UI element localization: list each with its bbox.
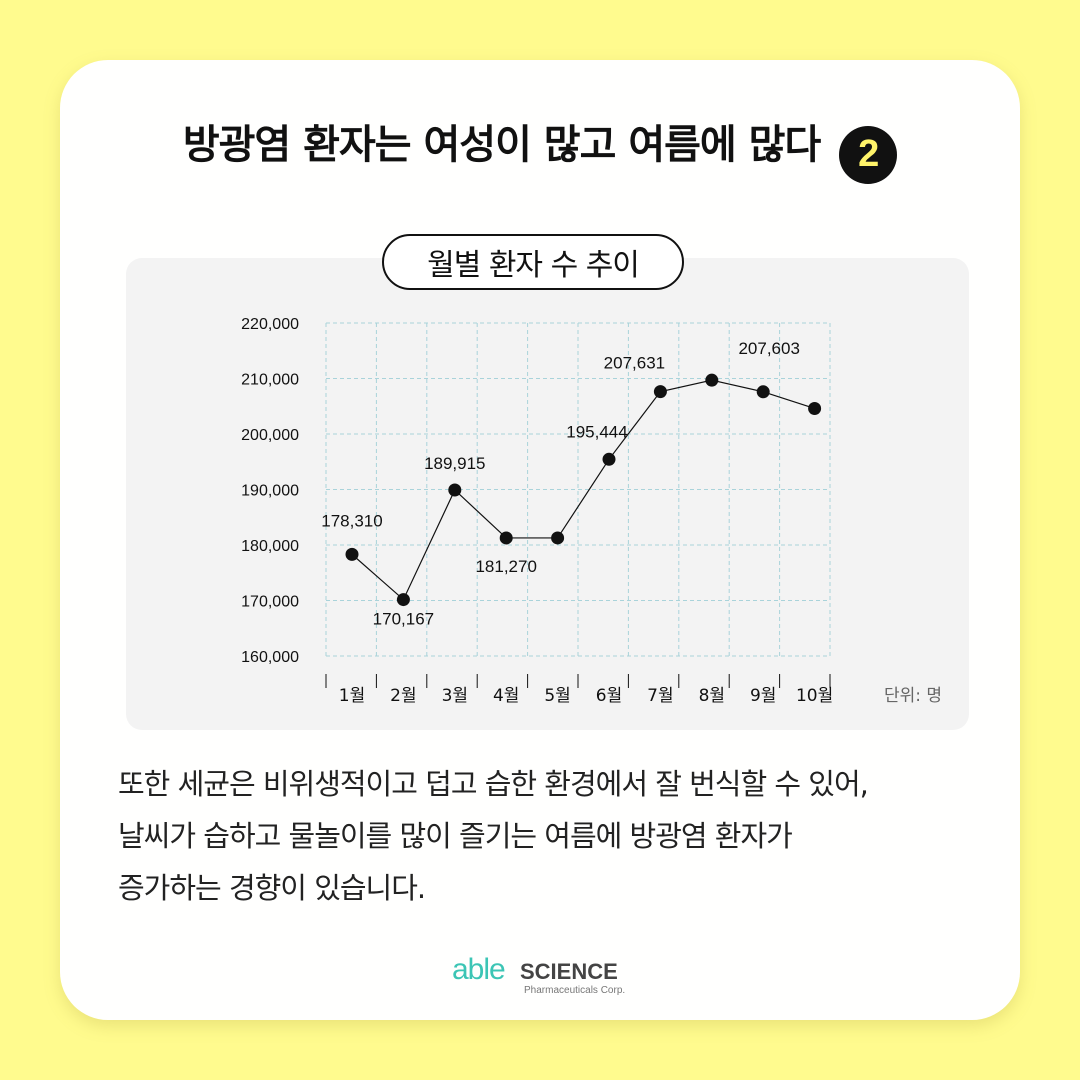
data-label: 207,631	[604, 354, 665, 373]
data-point	[705, 373, 719, 387]
data-point	[602, 452, 616, 466]
data-point	[345, 547, 359, 561]
data-point	[448, 483, 462, 497]
data-label: 207,603	[738, 339, 799, 358]
y-tick-label: 180,000	[241, 538, 299, 555]
x-tick-label: 3월	[442, 686, 468, 706]
page-title: 방광염 환자는 여성이 많고 여름에 많다 2	[0, 112, 1080, 184]
data-label: 195,444	[566, 422, 627, 441]
body-line: 날씨가 습하고 물놀이를 많이 즐기는 여름에 방광염 환자가	[118, 819, 793, 853]
y-tick-label: 160,000	[241, 649, 299, 666]
x-tick-label: 5월	[544, 686, 570, 706]
y-tick-label: 190,000	[241, 483, 299, 500]
x-tick-label: 7월	[647, 686, 673, 706]
brand-logo: able SCIENCE Pharmaceuticals Corp.	[452, 955, 652, 1000]
x-tick-label: 9월	[750, 686, 776, 706]
x-tick-label: 4월	[493, 686, 519, 706]
data-point	[499, 531, 513, 545]
x-tick-label: 10월	[796, 686, 833, 706]
series-line	[351, 379, 815, 601]
logo-science: SCIENCE	[520, 959, 618, 984]
body-text: 또한 세균은 비위생적이고 덥고 습한 환경에서 잘 번식할 수 있어, 날씨가…	[118, 758, 998, 914]
data-label: 181,270	[475, 557, 536, 576]
data-point	[756, 385, 770, 399]
data-point	[808, 401, 822, 415]
x-tick-label: 8월	[699, 686, 725, 706]
data-point	[653, 385, 667, 399]
data-label: 189,915	[424, 454, 485, 473]
title-number-badge: 2	[839, 125, 898, 184]
y-tick-label: 210,000	[241, 372, 299, 389]
logo-able: able	[452, 953, 506, 986]
logo-subtitle: Pharmaceuticals Corp.	[524, 985, 626, 996]
x-tick-label: 6월	[596, 686, 622, 706]
y-tick-label: 200,000	[241, 427, 299, 444]
data-label: 170,167	[373, 610, 434, 629]
body-line: 증가하는 경향이 있습니다.	[118, 871, 426, 905]
chart-panel	[126, 258, 969, 730]
unit-label: 단위: 명	[884, 686, 942, 706]
title-text: 방광염 환자는 여성이 많고 여름에 많다	[182, 122, 821, 168]
y-tick-label: 170,000	[241, 594, 299, 611]
x-tick-label: 1월	[339, 686, 365, 706]
data-point	[551, 531, 565, 545]
data-label: 178,310	[321, 511, 382, 530]
chart-title: 월별 환자 수 추이	[382, 234, 684, 290]
body-line: 또한 세균은 비위생적이고 덥고 습한 환경에서 잘 번식할 수 있어,	[118, 767, 869, 801]
x-tick-label: 2월	[390, 686, 416, 706]
data-point	[396, 593, 410, 607]
y-tick-label: 220,000	[241, 316, 299, 333]
